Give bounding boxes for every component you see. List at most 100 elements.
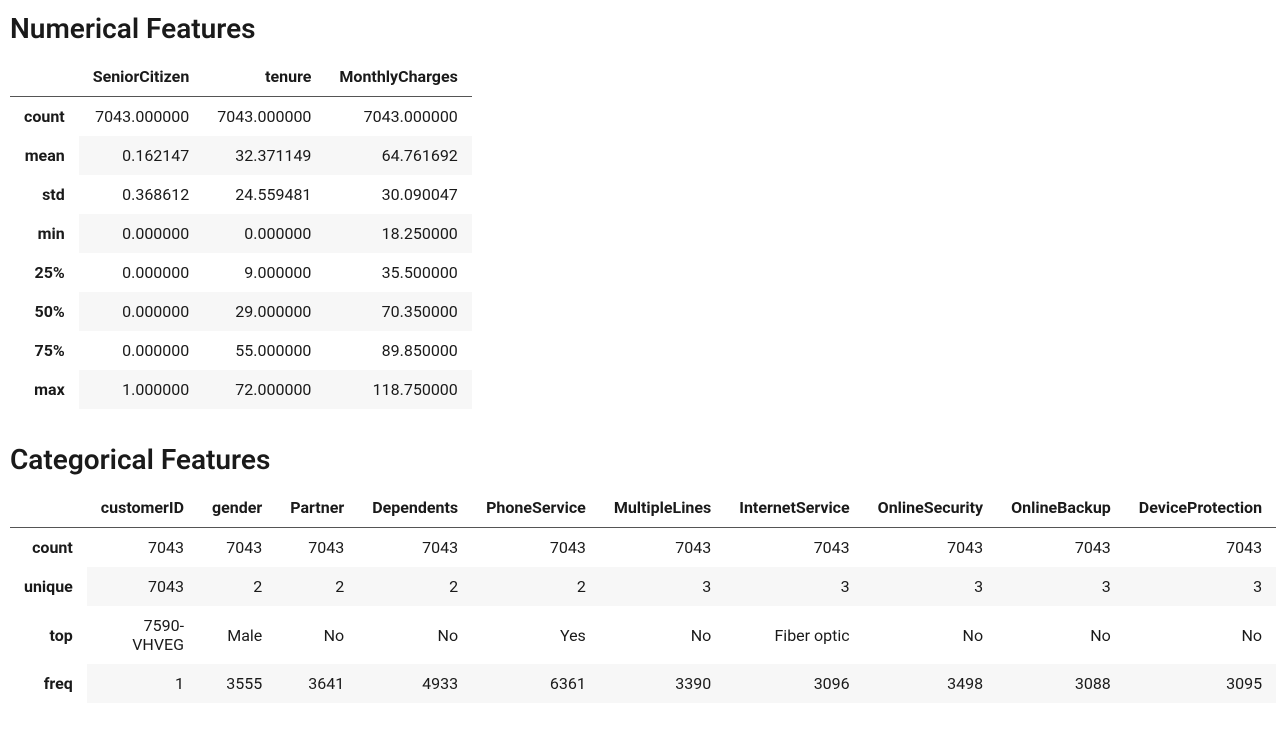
table-cell: 18.250000: [325, 214, 471, 253]
table-row: 50% 0.000000 29.000000 70.350000: [10, 292, 472, 331]
table-cell: 9.000000: [203, 253, 325, 292]
table-corner-cell: [10, 488, 87, 528]
table-row: mean 0.162147 32.371149 64.761692: [10, 136, 472, 175]
table-cell: 7043: [276, 528, 358, 568]
col-header: MonthlyCharges: [325, 57, 471, 97]
table-cell: 4933: [358, 664, 472, 703]
col-header: InternetService: [725, 488, 863, 528]
section-spacer: [10, 409, 1270, 437]
table-cell: 3: [725, 567, 863, 606]
col-header: Partner: [276, 488, 358, 528]
table-cell: Fiber optic: [725, 606, 863, 664]
table-corner-cell: [10, 57, 79, 97]
table-cell: 7590-VHVEG: [87, 606, 198, 664]
table-cell: 7043: [358, 528, 472, 568]
table-cell: 3555: [198, 664, 276, 703]
table-cell: 7043.000000: [203, 97, 325, 137]
table-cell: 55.000000: [203, 331, 325, 370]
table-cell: 7043: [864, 528, 997, 568]
row-header: 50%: [10, 292, 79, 331]
table-cell: 1: [87, 664, 198, 703]
table-cell: 7043.000000: [325, 97, 471, 137]
table-cell: No: [997, 606, 1125, 664]
table-cell: 7043: [472, 528, 600, 568]
table-cell: 0.000000: [79, 253, 204, 292]
table-cell: No: [864, 606, 997, 664]
table-cell: 70.350000: [325, 292, 471, 331]
table-row: 25% 0.000000 9.000000 35.500000: [10, 253, 472, 292]
table-cell: 3: [864, 567, 997, 606]
col-header: OnlineSecurity: [864, 488, 997, 528]
row-header: 75%: [10, 331, 79, 370]
table-row: unique 7043 2 2 2 2 3 3 3 3 3: [10, 567, 1276, 606]
table-cell: 3096: [725, 664, 863, 703]
table-cell: 3: [600, 567, 725, 606]
table-cell: Male: [198, 606, 276, 664]
table-cell: 29.000000: [203, 292, 325, 331]
table-header-row: SeniorCitizen tenure MonthlyCharges: [10, 57, 472, 97]
table-cell: 0.000000: [79, 331, 204, 370]
table-row: min 0.000000 0.000000 18.250000: [10, 214, 472, 253]
table-cell: 64.761692: [325, 136, 471, 175]
table-cell: 118.750000: [325, 370, 471, 409]
table-cell: 7043: [87, 528, 198, 568]
table-cell: 2: [358, 567, 472, 606]
row-header: top: [10, 606, 87, 664]
col-header: DeviceProtection: [1125, 488, 1276, 528]
table-row: max 1.000000 72.000000 118.750000: [10, 370, 472, 409]
table-cell: 2: [472, 567, 600, 606]
table-row: count 7043 7043 7043 7043 7043 7043 7043…: [10, 528, 1276, 568]
row-header: 25%: [10, 253, 79, 292]
table-cell: 0.368612: [79, 175, 204, 214]
table-cell: 3088: [997, 664, 1125, 703]
table-cell: 35.500000: [325, 253, 471, 292]
page-root: Numerical Features SeniorCitizen tenure …: [0, 0, 1280, 723]
numerical-features-heading: Numerical Features: [10, 12, 1270, 45]
table-cell: 1.000000: [79, 370, 204, 409]
table-cell: No: [1125, 606, 1276, 664]
table-row: count 7043.000000 7043.000000 7043.00000…: [10, 97, 472, 137]
table-cell: 0.000000: [203, 214, 325, 253]
table-cell: 24.559481: [203, 175, 325, 214]
row-header: count: [10, 97, 79, 137]
col-header: PhoneService: [472, 488, 600, 528]
table-cell: No: [358, 606, 472, 664]
table-cell: 3095: [1125, 664, 1276, 703]
col-header: Dependents: [358, 488, 472, 528]
table-cell: 0.162147: [79, 136, 204, 175]
table-cell: No: [600, 606, 725, 664]
table-row: std 0.368612 24.559481 30.090047: [10, 175, 472, 214]
table-row: top 7590-VHVEG Male No No Yes No Fiber o…: [10, 606, 1276, 664]
row-header: freq: [10, 664, 87, 703]
table-cell: 89.850000: [325, 331, 471, 370]
col-header: OnlineBackup: [997, 488, 1125, 528]
table-cell: 7043: [198, 528, 276, 568]
table-cell: 3: [997, 567, 1125, 606]
table-cell: 7043: [87, 567, 198, 606]
table-cell: 7043: [600, 528, 725, 568]
table-cell: 32.371149: [203, 136, 325, 175]
table-cell: 72.000000: [203, 370, 325, 409]
table-cell: 7043: [997, 528, 1125, 568]
table-header-row: customerID gender Partner Dependents Pho…: [10, 488, 1276, 528]
table-row: freq 1 3555 3641 4933 6361 3390 3096 349…: [10, 664, 1276, 703]
table-cell: 7043.000000: [79, 97, 204, 137]
categorical-features-heading: Categorical Features: [10, 443, 1270, 476]
categorical-features-table: customerID gender Partner Dependents Pho…: [10, 488, 1276, 703]
table-cell: 7043: [725, 528, 863, 568]
table-cell: 3390: [600, 664, 725, 703]
row-header: min: [10, 214, 79, 253]
table-cell: 3498: [864, 664, 997, 703]
col-header: SeniorCitizen: [79, 57, 204, 97]
table-cell: 2: [198, 567, 276, 606]
col-header: customerID: [87, 488, 198, 528]
table-cell: 3: [1125, 567, 1276, 606]
table-cell: 30.090047: [325, 175, 471, 214]
col-header: tenure: [203, 57, 325, 97]
table-cell: 2: [276, 567, 358, 606]
table-cell: 6361: [472, 664, 600, 703]
row-header: unique: [10, 567, 87, 606]
table-row: 75% 0.000000 55.000000 89.850000: [10, 331, 472, 370]
table-cell: 0.000000: [79, 292, 204, 331]
table-cell: 7043: [1125, 528, 1276, 568]
